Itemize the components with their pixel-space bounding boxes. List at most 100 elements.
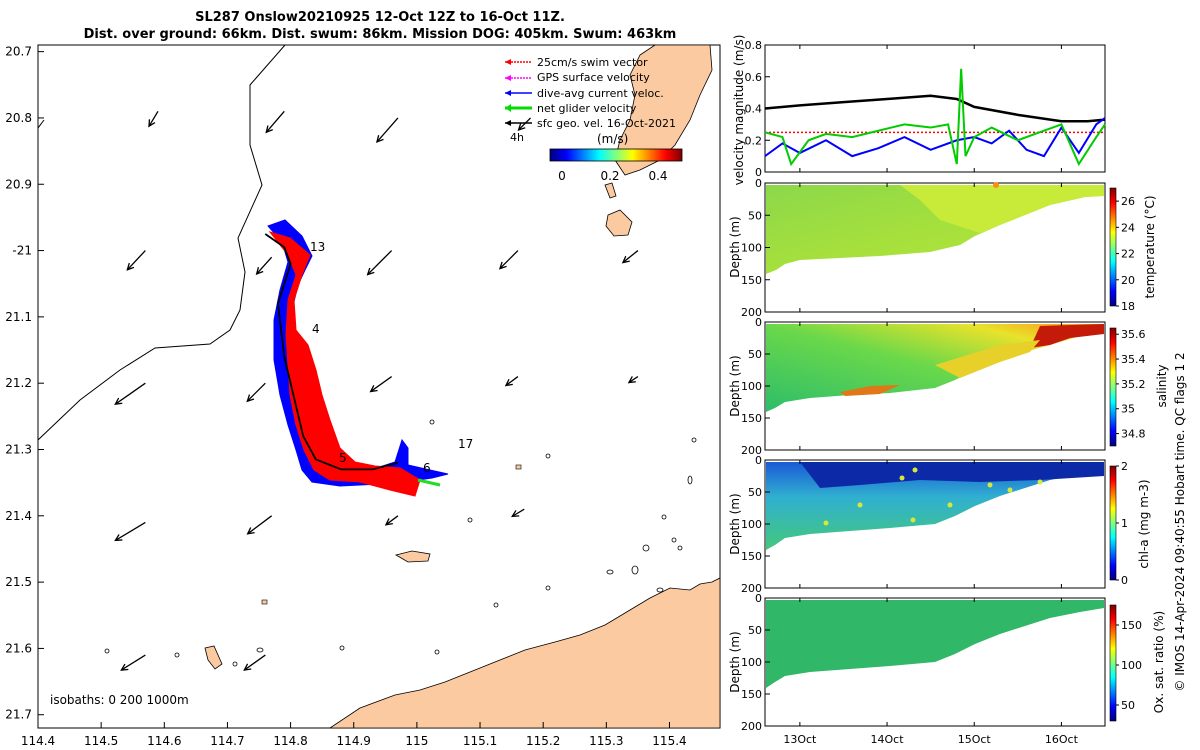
map-title-line2: Dist. over ground: 66km. Dist. swum: 86k… xyxy=(84,27,677,42)
depth-tick-label: 50 xyxy=(748,486,762,499)
salinity-ylabel: Depth (m) xyxy=(728,355,742,416)
map-x-tick-label: 114.4 xyxy=(21,734,55,748)
map-title-line1: SL287 Onslow20210925 12-Oct 12Z to 16-Oc… xyxy=(195,10,565,25)
geo-velocity-arrow xyxy=(265,110,285,134)
velocity-y-tick-label: 0.6 xyxy=(745,71,763,84)
glider-track xyxy=(264,233,399,471)
island-d xyxy=(604,182,617,199)
geo-velocity-arrow xyxy=(114,382,146,406)
velocity-y-tick-label: 0.4 xyxy=(745,103,763,116)
temperature-colorbar-bar xyxy=(1109,187,1117,307)
oxygen-field xyxy=(766,600,1104,688)
salinity-cblabel: salinity xyxy=(1155,364,1169,407)
depth-tick-label: 0 xyxy=(755,177,762,190)
map-x-tick-label: 115 xyxy=(405,734,428,748)
depth-tick-label: 100 xyxy=(741,242,762,255)
salinity-high xyxy=(1030,324,1104,348)
reefs xyxy=(104,419,697,667)
map-y-tick-label: 21.1 xyxy=(5,310,32,324)
geo-velocity-arrow xyxy=(246,515,273,535)
map-colorbar-tick-1: 0.2 xyxy=(600,169,619,183)
geo-velocity-arrow xyxy=(255,256,273,276)
velocity-ylabel: velocity magnitude (m/s) xyxy=(732,35,746,186)
isobath-label: isobaths: 0 200 1000m xyxy=(50,693,189,707)
legend-swim-label: 25cm/s swim vector xyxy=(537,56,648,69)
colorbar-tick-label: 34.8 xyxy=(1121,428,1146,441)
velocity-series-net-glider-velocity xyxy=(764,68,1106,167)
depth-tick-label: 0 xyxy=(755,316,762,329)
oxygen-colorbar-bar xyxy=(1109,604,1117,722)
geo-velocity-arrow xyxy=(384,515,399,526)
colorbar-tick-label: 2 xyxy=(1121,460,1128,473)
map-y-tick-label: 20.7 xyxy=(5,45,32,59)
track-label-17: 17 xyxy=(458,437,473,451)
geo-velocity-arrow xyxy=(498,250,519,270)
track-label-4: 4 xyxy=(312,322,320,336)
time-tick-label: 13Oct xyxy=(783,733,817,746)
time-tick-label: 14Oct xyxy=(871,733,905,746)
time-tick-label: 15Oct xyxy=(958,733,992,746)
map-y-tick-label: 20.8 xyxy=(5,111,32,125)
isobath-small xyxy=(38,119,45,129)
map-colorbar-tick-0: 0 xyxy=(558,169,566,183)
colorbar-tick-label: 35.2 xyxy=(1121,378,1146,391)
colorbar-tick-label: 0 xyxy=(1121,574,1128,587)
temperature-ylabel: Depth (m) xyxy=(728,216,742,277)
depth-tick-label: 150 xyxy=(741,274,762,287)
map-legend: 25cm/s swim vector GPS surface velocity … xyxy=(505,56,683,183)
legend-swim: 25cm/s swim vector xyxy=(505,56,648,69)
temperature-colorbar: 18 20 22 24 26 xyxy=(1109,187,1135,313)
map-y-tick-label: 21.2 xyxy=(5,376,32,390)
depth-tick-label: 200 xyxy=(741,720,762,733)
legend-gps-label: GPS surface velocity xyxy=(537,71,650,84)
geo-velocity-arrow xyxy=(243,654,266,671)
chla-colorbar: 0 1 2 xyxy=(1109,460,1128,587)
chla-cblabel: chl-a (mg m-3) xyxy=(1137,479,1151,568)
side-note: © IMOS 14-Apr-2024 09:40:55 Hobart time.… xyxy=(1173,352,1187,691)
colorbar-tick-label: 150 xyxy=(1121,619,1142,632)
colorbar-tick-label: 1 xyxy=(1121,517,1128,530)
island-c xyxy=(204,645,223,670)
depth-ticks: 0501001502000501001502000501001502000501… xyxy=(741,177,770,733)
velocity-series-sfc-geo-vel- xyxy=(764,94,1106,123)
velocity-panel: 0 0.2 0.4 0.6 0.8 velocity magnitude (m/s) xyxy=(732,35,1106,186)
map-y-tick-label: 21.3 xyxy=(5,442,32,456)
geo-velocity-arrow xyxy=(627,376,639,384)
temperature-cblabel: temperature (°C) xyxy=(1143,196,1157,299)
geo-velocity-arrow xyxy=(369,376,393,393)
island-b xyxy=(394,550,431,563)
colorbar-tick-label: 35.6 xyxy=(1121,328,1146,341)
map-x-tick-label: 115.1 xyxy=(463,734,497,748)
map-y-tick-label: 21.6 xyxy=(5,641,32,655)
temperature-panel: 18 20 22 24 26 Depth (m) temperature (°C) xyxy=(728,182,1157,313)
legend-geo-label: sfc geo. vel. 16-Oct-2021 xyxy=(537,117,676,130)
geo-velocity-arrow xyxy=(504,376,519,387)
map-y-tick-label: 21.7 xyxy=(5,708,32,722)
map-x-ticks: 114.4 114.5 114.6 114.7 114.8 114.9 115 115.1 11… xyxy=(21,722,687,748)
geo-velocity-arrow xyxy=(511,508,525,518)
colorbar-tick-label: 20 xyxy=(1121,274,1135,287)
island-e xyxy=(261,599,268,605)
legend-gps: GPS surface velocity xyxy=(505,71,650,84)
velocity-frame xyxy=(764,44,1106,173)
geo-velocity-arrow xyxy=(246,382,266,403)
depth-tick-label: 150 xyxy=(741,412,762,425)
time-x-ticks: 13Oct 14Oct 15Oct 16Oct xyxy=(783,45,1079,746)
chla-surface-low xyxy=(800,462,1104,488)
map-y-tick-label: 20.9 xyxy=(5,177,32,191)
depth-tick-label: 150 xyxy=(741,688,762,701)
map-x-tick-label: 114.7 xyxy=(210,734,244,748)
depth-tick-label: 200 xyxy=(741,582,762,595)
depth-tick-label: 100 xyxy=(741,656,762,669)
oxygen-colorbar: 50 100 150 xyxy=(1109,604,1142,722)
velocity-series xyxy=(764,68,1106,167)
depth-tick-label: 50 xyxy=(748,624,762,637)
geo-velocity-arrow xyxy=(114,521,146,542)
colorbar-tick-label: 35.4 xyxy=(1121,353,1146,366)
velocity-y-tick-label: 0.8 xyxy=(745,39,763,52)
map-x-tick-label: 114.6 xyxy=(147,734,181,748)
salinity-mid xyxy=(935,340,1040,378)
map-x-tick-label: 115.3 xyxy=(589,734,623,748)
map-x-tick-label: 114.9 xyxy=(337,734,371,748)
colorbar-tick-label: 35 xyxy=(1121,403,1135,416)
